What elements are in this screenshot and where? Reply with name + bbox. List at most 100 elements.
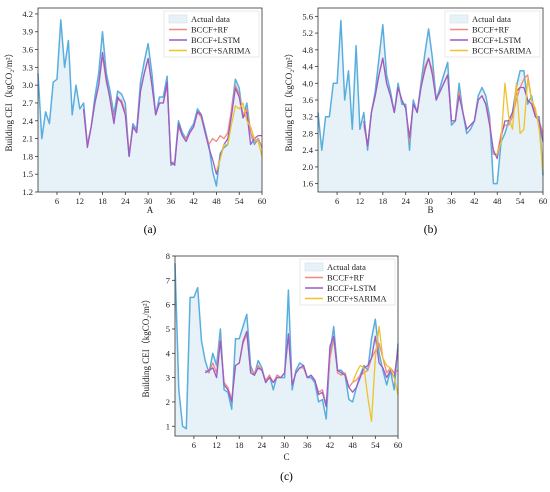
actual-data-area [38, 19, 262, 193]
y-tick-label: 7 [166, 275, 170, 285]
y-tick-label: 8 [166, 251, 170, 261]
y-tick-label: 2.4 [302, 145, 313, 155]
y-tick-label: 1.5 [22, 169, 33, 179]
legend-label-sarima: BCCF+SARIMA [191, 46, 251, 56]
y-tick-label: 2.0 [302, 162, 313, 172]
x-tick-label: 60 [258, 196, 267, 206]
series-line-actual [37, 19, 263, 187]
y-tick-label: 4.8 [302, 45, 313, 55]
legend-label-actual: Actual data [191, 14, 230, 24]
x-tick-label: 36 [447, 196, 456, 206]
y-tick-label: 3.6 [22, 45, 33, 55]
series-line-sarima [215, 102, 263, 172]
x-tick-label: 54 [371, 440, 380, 450]
legend-label-rf: BCCF+RF [327, 273, 364, 283]
x-tick-label: 42 [326, 440, 335, 450]
legend-label-actual: Actual data [472, 14, 511, 24]
legend-swatch-actual [304, 262, 324, 272]
series-line-sarima [351, 325, 399, 423]
y-tick-label: 3.6 [302, 95, 313, 105]
x-tick-label: 42 [189, 196, 198, 206]
y-tick-label: 4.2 [22, 9, 33, 19]
legend-label-sarima: BCCF+SARIMA [327, 294, 387, 304]
panel-caption: (a) [144, 224, 157, 236]
series-line-lstm [204, 330, 399, 408]
x-axis-label: B [427, 205, 433, 215]
plot-frame [174, 255, 399, 437]
x-tick-label: 6 [192, 440, 196, 450]
x-tick-label: 30 [424, 196, 433, 206]
y-tick-label: 1.8 [22, 151, 33, 161]
x-tick-label: 60 [394, 440, 403, 450]
y-tick-label: 5.2 [302, 28, 313, 38]
legend-swatch-actual [168, 14, 188, 24]
x-tick-label: 18 [98, 196, 107, 206]
panel-a: 6 12 18 24 30 36 42 48 54 60 1.2 1.5 1.8 2.1 2.4 2.7 3.0… [4, 7, 267, 236]
x-tick-label: 12 [76, 196, 85, 206]
legend-label-lstm: BCCF+LSTM [327, 283, 377, 293]
y-tick-label: 4 [166, 348, 171, 358]
x-tick-label: 24 [258, 440, 267, 450]
x-tick-label: 6 [55, 196, 59, 206]
y-axis-label: Building CEI（kgCO₂/m²） [284, 48, 294, 151]
x-tick-label: 30 [144, 196, 153, 206]
x-tick-label: 18 [235, 440, 244, 450]
series-line-actual [317, 19, 544, 185]
x-tick-label: 48 [348, 440, 357, 450]
legend-label-rf: BCCF+RF [191, 25, 228, 35]
panel-b: 6 12 18 24 30 36 42 48 54 60 1.6 2.0 2.4 2.8 3.2 3.6 4.0… [284, 7, 548, 236]
y-tick-label: 2.1 [22, 134, 33, 144]
y-tick-label: 1.2 [22, 187, 33, 197]
x-tick-label: 60 [539, 196, 548, 206]
panel-caption: (c) [280, 471, 293, 483]
x-tick-label: 42 [470, 196, 479, 206]
series-line-sarima [496, 78, 544, 172]
x-tick-label: 54 [516, 196, 525, 206]
x-tick-label: 6 [335, 196, 339, 206]
legend-swatch-actual [449, 14, 469, 24]
y-tick-label: 4.0 [302, 78, 313, 88]
plot-frame [37, 7, 263, 193]
series-line-lstm [82, 51, 262, 175]
x-tick-label: 24 [121, 196, 130, 206]
y-axis-label: Building CEI（kgCO₂/m²） [141, 294, 151, 397]
y-tick-label: 5.6 [302, 11, 313, 21]
y-tick-label: 3 [166, 373, 170, 383]
x-tick-label: 36 [303, 440, 312, 450]
y-tick-label: 3.0 [22, 80, 33, 90]
legend-label-sarima: BCCF+SARIMA [472, 46, 532, 56]
x-tick-label: 36 [167, 196, 176, 206]
series-line-lstm [363, 57, 544, 160]
y-tick-label: 6 [166, 300, 170, 310]
y-tick-label: 4.4 [302, 62, 313, 72]
legend-label-actual: Actual data [327, 262, 366, 272]
x-tick-label: 54 [235, 196, 244, 206]
legend-label-rf: BCCF+RF [472, 25, 509, 35]
y-tick-label: 3.3 [22, 62, 33, 72]
actual-data-area [318, 20, 543, 192]
x-tick-label: 24 [401, 196, 410, 206]
y-tick-label: 1 [166, 421, 170, 431]
y-tick-label: 2 [166, 397, 170, 407]
x-tick-label: 12 [356, 196, 365, 206]
x-tick-label: 18 [379, 196, 388, 206]
panel-caption: (b) [424, 224, 438, 236]
x-tick-label: 30 [280, 440, 289, 450]
series-line-actual [174, 263, 399, 430]
y-tick-label: 2.8 [302, 128, 313, 138]
y-axis-label: Building CEI（kgCO₂/m²） [4, 48, 14, 151]
x-axis-label: A [147, 205, 154, 215]
y-tick-label: 5 [166, 324, 170, 334]
x-axis-label: C [283, 452, 289, 462]
y-tick-label: 2.7 [22, 98, 33, 108]
x-tick-label: 12 [212, 440, 221, 450]
y-tick-label: 1.6 [302, 179, 313, 189]
y-tick-label: 3.2 [302, 112, 313, 122]
x-tick-label: 48 [212, 196, 221, 206]
y-tick-label: 3.9 [22, 27, 33, 37]
legend-label-lstm: BCCF+LSTM [191, 35, 241, 45]
